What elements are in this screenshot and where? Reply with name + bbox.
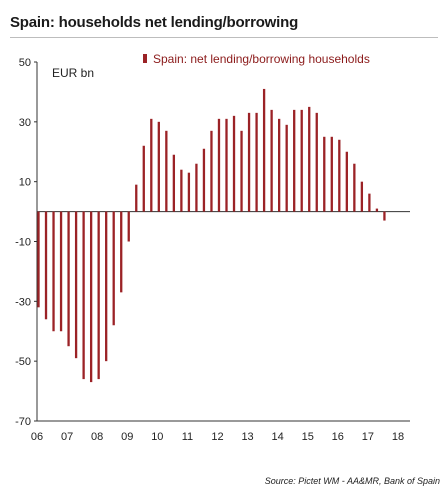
bar	[82, 211, 85, 380]
bar	[270, 109, 273, 212]
x-tick-label: 11	[182, 431, 193, 443]
x-tick-label: 16	[332, 431, 344, 443]
y-tick-label: 30	[19, 117, 31, 129]
legend-swatch	[143, 54, 147, 63]
legend: Spain: net lending/borrowing households	[143, 52, 370, 66]
x-tick-label: 14	[272, 431, 284, 443]
bar	[353, 163, 356, 212]
x-tick-label: 10	[151, 431, 163, 443]
bar	[300, 109, 303, 212]
bar	[308, 106, 311, 212]
bar	[262, 88, 266, 212]
bar	[157, 121, 160, 212]
title-divider	[10, 37, 438, 38]
bar	[225, 118, 228, 212]
y-tick-label: 50	[19, 57, 31, 69]
bar	[217, 118, 221, 212]
bar	[97, 211, 100, 380]
bar	[330, 136, 333, 212]
bar	[135, 184, 138, 212]
y-tick-label: -10	[15, 237, 31, 249]
bar	[338, 139, 341, 212]
bar	[247, 112, 251, 212]
y-axis: 50 30 10 -10 -30 -50 -70	[15, 57, 38, 428]
bar	[360, 181, 364, 212]
bar	[59, 211, 63, 332]
bar	[74, 211, 78, 359]
x-tick-label: 17	[362, 431, 374, 443]
bar	[375, 208, 379, 212]
bar	[105, 211, 108, 362]
legend-label: Spain: net lending/borrowing households	[153, 52, 370, 66]
bar	[52, 211, 55, 332]
y-tick-label: -50	[15, 356, 31, 368]
bar	[172, 154, 176, 212]
bar	[195, 163, 198, 212]
bar	[112, 211, 115, 326]
bar	[89, 211, 93, 383]
bar	[187, 172, 191, 212]
bar	[293, 109, 296, 212]
bar	[202, 148, 206, 212]
y-tick-label: -70	[15, 416, 31, 428]
x-tick-label: 08	[91, 431, 103, 443]
bar	[37, 211, 40, 308]
x-tick-label: 15	[302, 431, 314, 443]
bar	[210, 130, 213, 212]
chart-title: Spain: households net lending/borrowing	[10, 14, 299, 31]
bar-series	[37, 88, 386, 383]
bar	[150, 118, 153, 212]
x-axis: 06 07 08 09 10 11 12 13 14 15 16 17 18	[31, 211, 410, 443]
source-note: Source: Pictet WM - AA&MR, Bank of Spain	[264, 476, 440, 486]
bar	[240, 130, 243, 212]
bar	[44, 211, 48, 320]
x-tick-label: 09	[121, 431, 133, 443]
bar	[278, 118, 281, 212]
bar	[285, 124, 288, 212]
bar	[127, 211, 130, 242]
bar	[165, 130, 168, 212]
bar	[180, 169, 183, 212]
bar	[345, 151, 348, 212]
y-unit-label: EUR bn	[52, 66, 94, 80]
x-tick-label: 18	[392, 431, 404, 443]
bar	[142, 145, 145, 212]
bar	[232, 115, 236, 212]
y-tick-label: 10	[19, 177, 31, 189]
bar	[255, 112, 258, 212]
x-tick-label: 07	[61, 431, 73, 443]
bar	[120, 211, 123, 293]
bar	[315, 112, 318, 212]
bar	[323, 136, 326, 212]
x-tick-label: 13	[241, 431, 253, 443]
y-tick-label: -30	[15, 296, 31, 308]
bar	[383, 211, 386, 221]
bar	[67, 211, 70, 347]
x-tick-label: 12	[211, 431, 223, 443]
bar	[368, 193, 371, 212]
x-tick-label: 06	[31, 431, 43, 443]
